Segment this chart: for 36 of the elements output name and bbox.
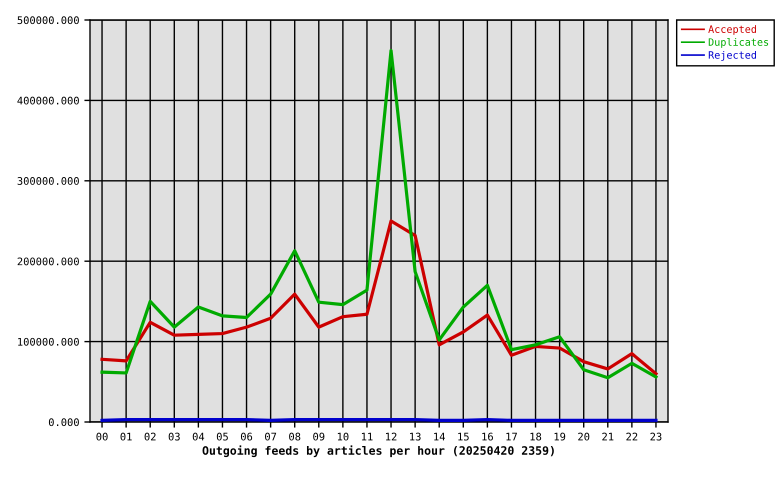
legend-label: Duplicates xyxy=(708,38,768,48)
y-tick-label: 500000.000 xyxy=(18,16,79,24)
line-series xyxy=(100,219,658,376)
x-tick-label: 11 xyxy=(362,432,373,440)
x-tick-label: 09 xyxy=(313,432,324,441)
x-tick-label: 22 xyxy=(626,432,638,440)
x-tick-label: 04 xyxy=(192,432,204,441)
x-tick-label: 03 xyxy=(168,432,180,441)
x-tick-label: 01 xyxy=(120,432,132,441)
x-tick-label: 10 xyxy=(338,432,348,441)
x-tick-label: 02 xyxy=(144,432,156,441)
legend-label: Accepted xyxy=(708,25,756,35)
line-series xyxy=(100,48,658,380)
x-tick-label: 08 xyxy=(289,432,300,441)
x-tick-label: 16 xyxy=(482,432,493,441)
x-tick-label: 07 xyxy=(265,432,276,441)
y-tick-label: 0.000 xyxy=(48,418,79,426)
legend-label: Rejected xyxy=(708,50,756,61)
y-tick-label: 100000.000 xyxy=(18,338,79,346)
x-tick-label: 17 xyxy=(506,432,517,440)
x-tick-label: 14 xyxy=(434,432,445,440)
x-tick-label: 20 xyxy=(578,432,590,441)
x-axis-title: Outgoing feeds by articles per hour (20250420 2359) xyxy=(202,445,554,458)
y-tick-label: 400000.000 xyxy=(17,96,79,105)
x-tick-label: 06 xyxy=(240,432,252,441)
x-tick-label: 23 xyxy=(650,432,662,441)
x-tick-label: 21 xyxy=(602,432,614,440)
x-tick-label: 05 xyxy=(216,432,228,441)
y-tick-label: 300000.000 xyxy=(18,177,79,185)
y-tick-label: 200000.000 xyxy=(18,257,79,266)
x-tick-label: 15 xyxy=(458,432,469,441)
x-tick-label: 13 xyxy=(410,432,421,441)
x-tick-label: 00 xyxy=(96,432,108,441)
x-tick-label: 18 xyxy=(530,432,542,441)
x-tick-label: 12 xyxy=(386,432,396,440)
x-tick-label: 19 xyxy=(554,432,566,441)
